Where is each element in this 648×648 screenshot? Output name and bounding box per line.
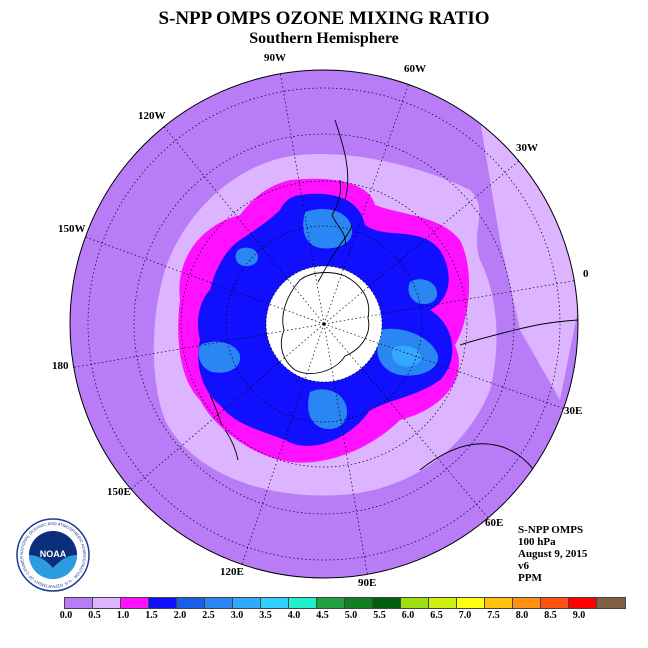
- colorbar-swatch: [345, 598, 373, 608]
- info-instrument: S-NPP OMPS: [518, 524, 584, 536]
- new-zealand: [209, 394, 239, 461]
- graticule: [70, 71, 578, 578]
- colorbar-tick-label: 9.0: [572, 610, 586, 621]
- lon-label-120e: 120E: [220, 566, 244, 578]
- lon-label-0: 0: [583, 268, 589, 280]
- colorbar-tick-label: 1.5: [145, 610, 158, 621]
- colorbar-tick-label: 4.0: [287, 610, 301, 621]
- info-date: August 9, 2015: [518, 548, 588, 560]
- antarctica-coast: [280, 272, 370, 374]
- colorbar-swatch: [457, 598, 485, 608]
- globe-border: [69, 69, 579, 579]
- product-info: S-NPP OMPS 100 hPa August 9, 2015 v6 PPM: [518, 524, 587, 584]
- colorbar-swatch: [65, 598, 93, 608]
- colorbar-swatch: [233, 598, 261, 608]
- colorbar-swatch: [93, 598, 121, 608]
- colorbar-swatch: [177, 598, 205, 608]
- colorbar-tick-label: 7.5: [487, 610, 500, 621]
- lon-label-150e: 150E: [107, 486, 131, 498]
- colorbar-tick-label: 8.5: [544, 610, 557, 621]
- colorbar-swatch: [289, 598, 317, 608]
- noaa-logo: NATIONAL OCEANIC AND ATMOSPHERIC ADMINIS…: [16, 518, 90, 592]
- antarctic-peninsula: [317, 224, 353, 283]
- lon-label-90w: 90W: [264, 52, 286, 64]
- colorbar-swatch: [569, 598, 597, 608]
- colorbar-swatch: [513, 598, 541, 608]
- colorbar-tick-label: 5.5: [373, 610, 386, 621]
- lon-label-30e: 30E: [564, 405, 583, 417]
- colorbar-tick-label: 2.0: [173, 610, 187, 621]
- colorbar: [64, 597, 626, 609]
- colorbar-tick-label: 4.5: [316, 610, 329, 621]
- map-title: S-NPP OMPS OZONE MIXING RATIO: [158, 8, 490, 29]
- field-lightblue-region: [392, 345, 422, 367]
- field-midblue-region-1: [303, 209, 353, 249]
- colorbar-swatch: [373, 598, 401, 608]
- lon-label-30w: 30W: [516, 142, 538, 154]
- map-subtitle: Southern Hemisphere: [249, 30, 399, 47]
- logo-name: NOAA: [40, 549, 67, 559]
- colorbar-swatch: [149, 598, 177, 608]
- colorbar-swatch: [485, 598, 513, 608]
- africa-tip: [459, 319, 578, 346]
- info-units: PPM: [518, 572, 542, 584]
- field-midblue-region-5: [408, 279, 438, 304]
- colorbar-swatch: [317, 598, 345, 608]
- colorbar-tick-label: 3.0: [230, 610, 244, 621]
- lon-label-180: 180: [52, 360, 69, 372]
- colorbar-tick-label: 5.0: [344, 610, 358, 621]
- south-pole-dot: [322, 322, 326, 326]
- colorbar-tick-label: 0.0: [59, 610, 73, 621]
- colorbar-tick-label: 8.0: [515, 610, 529, 621]
- lon-label-150w: 150W: [58, 223, 86, 235]
- colorbar-swatch: [205, 598, 233, 608]
- colorbar-tick-label: 6.5: [430, 610, 443, 621]
- field-midblue-region-4: [198, 341, 241, 373]
- info-version: v6: [518, 560, 529, 572]
- south-america-tip: [331, 119, 349, 246]
- lon-label-60e: 60E: [485, 517, 504, 529]
- colorbar-tick-label: 7.0: [458, 610, 472, 621]
- colorbar-swatch: [429, 598, 457, 608]
- colorbar-tick-label: 1.0: [116, 610, 130, 621]
- colorbar-tick-label: 2.5: [202, 610, 215, 621]
- colorbar-tick-label: 6.0: [401, 610, 415, 621]
- colorbar-swatch: [261, 598, 289, 608]
- colorbar-tick-label: 3.5: [259, 610, 272, 621]
- field-midblue-region-6: [235, 247, 258, 267]
- colorbar-swatch: [541, 598, 569, 608]
- colorbar-swatch: [597, 598, 625, 608]
- info-level: 100 hPa: [518, 536, 556, 548]
- lon-label-120w: 120W: [138, 110, 166, 122]
- colorbar-tick-label: 0.5: [88, 610, 101, 621]
- lon-label-60w: 60W: [404, 63, 426, 75]
- lon-label-90e: 90E: [358, 577, 377, 589]
- colorbar-swatch: [121, 598, 149, 608]
- colorbar-swatch: [401, 598, 429, 608]
